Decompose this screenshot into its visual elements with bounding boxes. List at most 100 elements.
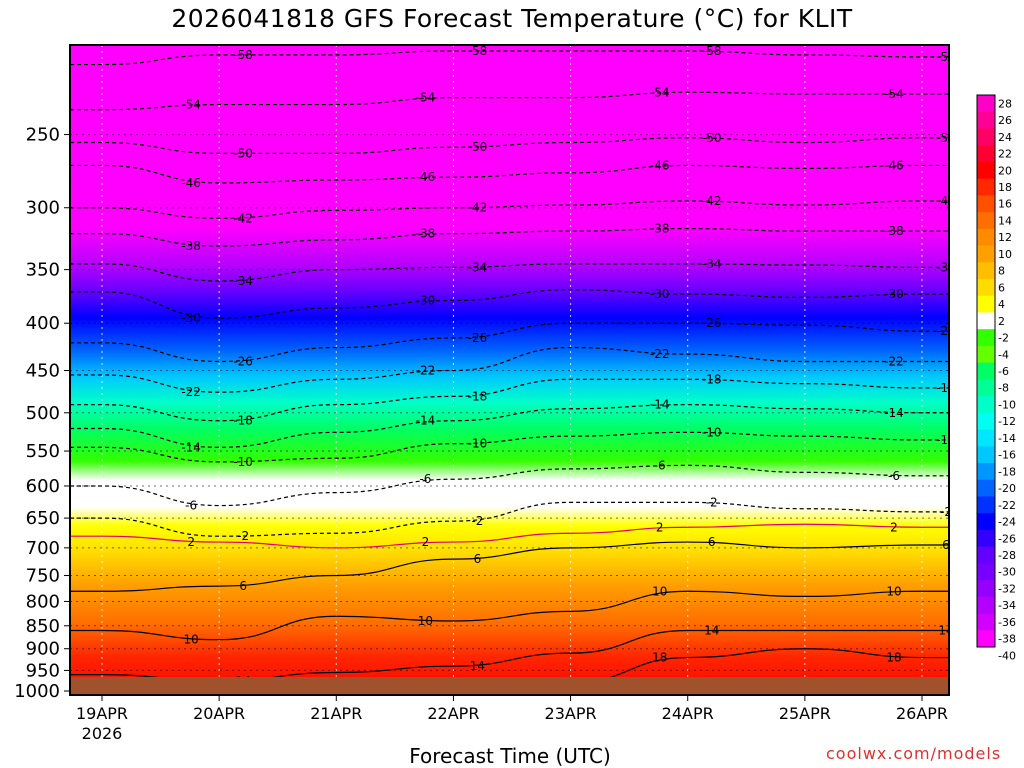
colorbar-swatch — [977, 212, 995, 230]
contour-label: -6 — [419, 472, 431, 486]
colorbar-tick-label: -24 — [998, 516, 1016, 529]
contour-label: -6 — [888, 469, 900, 483]
contour-line — [70, 378, 949, 422]
x-tick-label: 19APR — [76, 704, 128, 723]
y-tick-label: 500 — [26, 403, 60, 424]
contour-label: -30 — [650, 287, 670, 301]
colorbar-swatch — [977, 412, 995, 431]
ground-layer — [70, 677, 949, 695]
contour-label: 14 — [704, 623, 719, 637]
colorbar-tick-label: 26 — [998, 114, 1012, 127]
x-axis: 19APR 20APR 21APR 22APR 23APR 24APR 25APR 26APR… — [76, 695, 948, 743]
colorbar-tick-label: -26 — [998, 532, 1016, 545]
contour-label: -34 — [468, 260, 488, 274]
colorbar-swatch — [977, 279, 995, 297]
contour-label: -46 — [416, 170, 436, 184]
colorbar-tick-label: -34 — [998, 599, 1016, 612]
contour-label: 6 — [942, 538, 950, 552]
contour-label: -46 — [884, 158, 904, 172]
colorbar-swatch — [977, 429, 995, 447]
contour-label: -30 — [181, 311, 201, 325]
colorbar-swatch — [977, 580, 995, 598]
contour-label: -42 — [468, 201, 488, 215]
colorbar-tick-label: -38 — [998, 633, 1016, 646]
contour-label: -14 — [416, 414, 436, 428]
colorbar-tick-label: 22 — [998, 148, 1012, 161]
colorbar-swatch — [977, 446, 995, 464]
contour-label: -6 — [185, 499, 197, 513]
colorbar-tick-label: -36 — [998, 616, 1016, 629]
colorbar-tick-label: -18 — [998, 465, 1016, 478]
contour-label: -38 — [416, 227, 436, 241]
colorbar-swatch — [977, 345, 995, 364]
contour-label: -42 — [936, 194, 956, 208]
contour-label: -2 — [706, 495, 718, 509]
contour-label: 10 — [418, 614, 433, 628]
colorbar-tick-label: -8 — [998, 382, 1009, 395]
contour-line — [70, 289, 949, 319]
contour-label: 10 — [886, 584, 901, 598]
contour-label: -14 — [650, 398, 670, 412]
contour-label: -10 — [702, 425, 722, 439]
colorbar-swatch — [977, 529, 995, 548]
colorbar-tick-label: -6 — [998, 365, 1009, 378]
contour-line — [70, 346, 949, 393]
colorbar-swatch — [977, 228, 995, 247]
colorbar-tick-label: -16 — [998, 449, 1016, 462]
y-tick-label: 1000 — [14, 681, 60, 702]
contour-label: -38 — [884, 224, 904, 238]
chart-title: 2026041818 GFS Forecast Temperature (°C)… — [171, 4, 853, 33]
colorbar-swatch — [977, 195, 995, 213]
contour-label: -18 — [702, 372, 722, 386]
x-tick-label: 26APR — [896, 704, 948, 723]
contour-label: -34 — [702, 257, 722, 271]
contour-label: 18 — [886, 651, 901, 665]
contour-line — [70, 464, 949, 507]
contour-line — [70, 431, 949, 463]
x-tick-label: 20APR — [193, 704, 245, 723]
colorbar-tick-label: 18 — [998, 181, 1012, 194]
contour-line — [70, 404, 949, 448]
contour-label: -58 — [468, 44, 488, 58]
contour-label: 6 — [239, 579, 247, 593]
colorbar-tick-label: 6 — [998, 281, 1005, 294]
y-tick-label: 950 — [26, 660, 60, 681]
credit-text: coolwx.com/models — [826, 744, 1002, 763]
colorbar-tick-label: -30 — [998, 566, 1016, 579]
contour-label: -30 — [884, 287, 904, 301]
colorbar-swatch — [977, 379, 995, 397]
y-tick-label: 250 — [26, 125, 60, 146]
colorbar-swatch — [977, 295, 995, 313]
y-tick-label: 800 — [26, 591, 60, 612]
contour-label: -50 — [468, 140, 488, 154]
colorbar-swatch — [977, 111, 995, 129]
y-tick-label: 350 — [26, 260, 60, 281]
contour-label: -46 — [181, 176, 201, 190]
colorbar-tick-label: -12 — [998, 415, 1016, 428]
contour-label: 14 — [470, 659, 485, 673]
colorbar-tick-label: 2 — [998, 315, 1005, 328]
colorbar-tick-label: -28 — [998, 549, 1016, 562]
contour-label: -14 — [884, 406, 904, 420]
contour-line — [70, 322, 949, 363]
colorbar-swatch — [977, 178, 995, 196]
x-tick-label: 24APR — [662, 704, 714, 723]
contour-label: -22 — [181, 385, 201, 399]
contour-label: 2 — [890, 520, 898, 534]
contour-label: -14 — [181, 440, 201, 454]
colorbar-swatch — [977, 329, 995, 347]
contour-line — [70, 263, 949, 282]
contour-line — [70, 50, 949, 66]
contour-label: 10 — [184, 633, 199, 647]
colorbar-tick-label: 14 — [998, 214, 1012, 227]
contour-label: 10 — [652, 584, 667, 598]
colorbar-swatch — [977, 630, 995, 648]
contour-label: -26 — [936, 324, 956, 338]
colorbar-tick-label: -40 — [998, 649, 1016, 662]
contour-label: -2 — [940, 505, 952, 519]
colorbar-tick-label: -20 — [998, 482, 1016, 495]
contour-label: -42 — [233, 211, 253, 225]
colorbar-tick-label: 20 — [998, 164, 1012, 177]
y-tick-label: 850 — [26, 616, 60, 637]
colorbar-tick-label: 24 — [998, 131, 1012, 144]
